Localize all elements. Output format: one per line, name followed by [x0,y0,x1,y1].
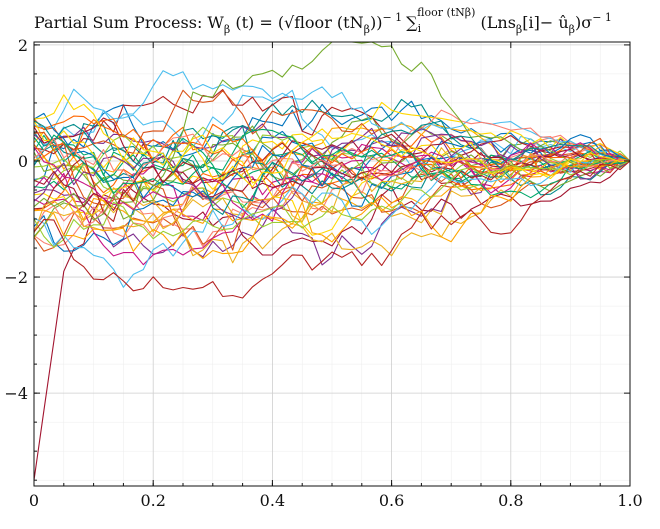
title-t-eq: (t) = (√floor (tN [230,13,363,32]
x-tick-label: 0.6 [379,491,404,510]
title-neg-one-exp: − 1 [382,11,402,24]
y-tick-label: 0 [18,152,28,171]
grid [34,42,630,486]
x-tick-label: 1.0 [617,491,642,510]
title-sum-lower: i [418,22,422,35]
title-lns: (Lns [475,13,515,32]
x-tick-label: 0.8 [498,491,523,510]
y-tick-label: −4 [4,384,28,403]
y-tick-labels: −4 −2 0 2 [4,36,28,403]
x-tick-label: 0 [29,491,39,510]
title-prefix: Partial Sum Process: W [34,13,224,32]
title-sigma: )σ [575,13,592,32]
title-close-paren: )) [370,13,382,32]
y-tick-label: 2 [18,36,28,55]
title-bracket-i: [i]− [522,13,558,32]
title-sigma-exp: − 1 [592,11,612,24]
y-tick-label: −2 [4,268,28,287]
x-tick-label: 0.4 [260,491,285,510]
x-tick-labels: 0 0.2 0.4 0.6 0.8 1.0 [29,491,643,510]
x-tick-label: 0.2 [140,491,165,510]
chart-title: Partial Sum Process: Wβ (t) = (√floor (t… [34,6,612,36]
title-sum-upper: floor (tNβ) [417,6,475,19]
title-mu-hat: û [558,13,568,32]
